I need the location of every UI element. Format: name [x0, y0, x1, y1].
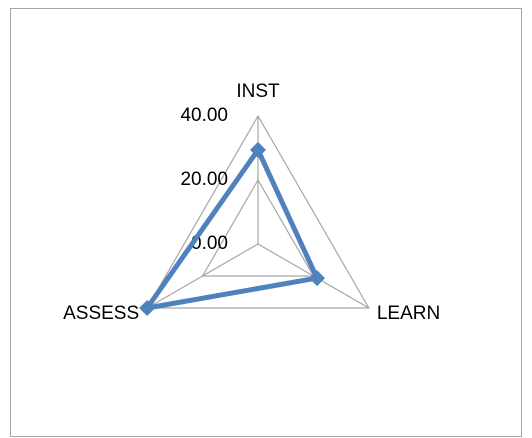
series-line [144, 147, 320, 311]
marker [139, 300, 156, 316]
category-label: LEARN [377, 303, 440, 324]
tick-label: 20.00 [180, 169, 228, 190]
tick-label: 0.00 [191, 233, 228, 254]
grid-ring [201, 178, 315, 277]
tick-label: 40.00 [180, 105, 228, 126]
marker [250, 141, 266, 158]
category-label: ASSESS [63, 303, 139, 324]
marker [309, 270, 326, 287]
chart-frame [10, 8, 522, 437]
grid-ring [146, 114, 370, 309]
category-label: INST [236, 81, 280, 102]
axis-spoke [146, 243, 259, 309]
